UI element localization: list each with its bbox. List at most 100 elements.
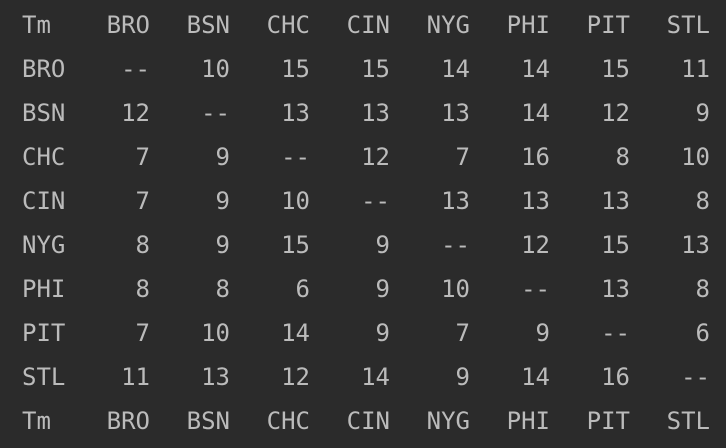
table-cell: 14 <box>521 363 550 391</box>
table-cell: 9 <box>215 187 230 215</box>
footer-cell: CHC <box>266 407 310 435</box>
table-cell: -- <box>361 187 390 215</box>
table-cell: 11 <box>121 363 150 391</box>
table-cell: 10 <box>201 55 230 83</box>
table-cell: 8 <box>695 275 710 303</box>
table-cell: 12 <box>601 99 630 127</box>
table-cell: 13 <box>521 187 550 215</box>
table-cell: 9 <box>375 231 390 259</box>
table-cell: -- <box>521 275 550 303</box>
row-team-label: PIT <box>22 319 66 347</box>
row-team-label: STL <box>22 363 66 391</box>
table-cell: 8 <box>615 143 630 171</box>
table-cell: 10 <box>201 319 230 347</box>
table-row: CIN 7 9 10 -- 13 13 13 8 <box>22 179 710 223</box>
table-row: CHC 7 9 -- 12 7 16 8 10 <box>22 135 710 179</box>
footer-cell: BSN <box>186 407 230 435</box>
table-cell: 9 <box>535 319 550 347</box>
table-cell: 7 <box>135 187 150 215</box>
footer-row: Tm BRO BSN CHC CIN NYG PHI PIT STL <box>22 399 710 443</box>
table-cell: 8 <box>135 275 150 303</box>
header-cell: BRO <box>106 11 150 39</box>
table-cell: 13 <box>441 99 470 127</box>
footer-cell: CIN <box>346 407 390 435</box>
table-cell: 12 <box>361 143 390 171</box>
header-cell: BSN <box>186 11 230 39</box>
table-cell: -- <box>601 319 630 347</box>
table-cell: 12 <box>281 363 310 391</box>
row-team-label: CHC <box>22 143 66 171</box>
table-cell: 9 <box>375 275 390 303</box>
row-team-label: BSN <box>22 99 66 127</box>
header-cell: PHI <box>506 11 550 39</box>
table-cell: 9 <box>695 99 710 127</box>
table-cell: 14 <box>281 319 310 347</box>
footer-cell: NYG <box>426 407 470 435</box>
table-cell: 7 <box>455 319 470 347</box>
header-cell: PIT <box>586 11 630 39</box>
table-cell: 14 <box>361 363 390 391</box>
table-cell: 11 <box>681 55 710 83</box>
row-team-label: CIN <box>22 187 66 215</box>
table-cell: 15 <box>601 231 630 259</box>
table-cell: 7 <box>135 143 150 171</box>
table-cell: 15 <box>281 231 310 259</box>
table-cell: 8 <box>215 275 230 303</box>
header-cell: Tm <box>22 11 51 39</box>
footer-cell: PIT <box>586 407 630 435</box>
table-cell: 14 <box>521 99 550 127</box>
table-cell: -- <box>441 231 470 259</box>
table-cell: 6 <box>695 319 710 347</box>
table-cell: 13 <box>361 99 390 127</box>
table-cell: 12 <box>121 99 150 127</box>
row-team-label: NYG <box>22 231 66 259</box>
header-cell: STL <box>666 11 710 39</box>
table-cell: 16 <box>601 363 630 391</box>
table-cell: 16 <box>521 143 550 171</box>
footer-cell: STL <box>666 407 710 435</box>
table-cell: -- <box>281 143 310 171</box>
table-cell: -- <box>121 55 150 83</box>
footer-cell: PHI <box>506 407 550 435</box>
table-cell: 13 <box>601 275 630 303</box>
table-cell: 15 <box>361 55 390 83</box>
table-cell: 15 <box>601 55 630 83</box>
table-cell: 13 <box>601 187 630 215</box>
table-cell: 9 <box>215 143 230 171</box>
table-cell: 13 <box>441 187 470 215</box>
table-cell: 7 <box>455 143 470 171</box>
table-cell: 9 <box>455 363 470 391</box>
header-cell: CHC <box>266 11 310 39</box>
table-cell: 13 <box>681 231 710 259</box>
table-row: PIT 7 10 14 9 7 9 -- 6 <box>22 311 710 355</box>
table-cell: 6 <box>295 275 310 303</box>
table-cell: 10 <box>681 143 710 171</box>
head-to-head-table: Tm BRO BSN CHC CIN NYG PHI PIT STL BRO -… <box>22 3 710 443</box>
table-row: BRO -- 10 15 15 14 14 15 11 <box>22 47 710 91</box>
table-cell: 10 <box>441 275 470 303</box>
header-row: Tm BRO BSN CHC CIN NYG PHI PIT STL <box>22 3 710 47</box>
table-cell: 15 <box>281 55 310 83</box>
row-team-label: PHI <box>22 275 66 303</box>
table-cell: 8 <box>695 187 710 215</box>
table-cell: 7 <box>135 319 150 347</box>
table-row: STL 11 13 12 14 9 14 16 -- <box>22 355 710 399</box>
footer-cell: BRO <box>106 407 150 435</box>
table-cell: -- <box>201 99 230 127</box>
table-cell: 10 <box>281 187 310 215</box>
table-cell: 13 <box>201 363 230 391</box>
table-cell: -- <box>681 363 710 391</box>
table-cell: 12 <box>521 231 550 259</box>
header-cell: CIN <box>346 11 390 39</box>
table-row: PHI 8 8 6 9 10 -- 13 8 <box>22 267 710 311</box>
table-row: BSN 12 -- 13 13 13 14 12 9 <box>22 91 710 135</box>
table-row: NYG 8 9 15 9 -- 12 15 13 <box>22 223 710 267</box>
table-cell: 14 <box>521 55 550 83</box>
table-cell: 9 <box>215 231 230 259</box>
table-cell: 14 <box>441 55 470 83</box>
table-cell: 13 <box>281 99 310 127</box>
row-team-label: BRO <box>22 55 66 83</box>
footer-cell: Tm <box>22 407 51 435</box>
table-cell: 8 <box>135 231 150 259</box>
